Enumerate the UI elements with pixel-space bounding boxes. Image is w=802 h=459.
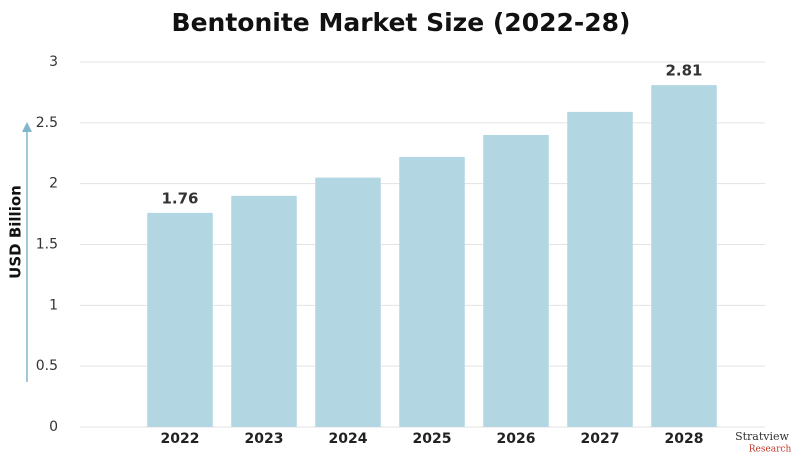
data-label: 2.81 bbox=[665, 62, 702, 80]
bar bbox=[399, 156, 465, 427]
chart-title: Bentonite Market Size (2022-28) bbox=[172, 8, 631, 37]
axis-arrowhead bbox=[22, 122, 32, 132]
bar bbox=[147, 212, 213, 427]
y-tick-label: 1 bbox=[49, 297, 58, 313]
y-tick-label: 0.5 bbox=[36, 358, 58, 374]
x-tick-label: 2022 bbox=[161, 431, 200, 447]
data-label: 1.76 bbox=[161, 189, 198, 207]
x-tick-label: 2024 bbox=[329, 431, 368, 447]
y-tick-label: 2.5 bbox=[36, 115, 58, 131]
x-tick-label: 2026 bbox=[497, 431, 536, 447]
bar bbox=[483, 135, 549, 427]
x-tick-label: 2023 bbox=[245, 431, 284, 447]
bar bbox=[567, 111, 633, 427]
y-tick-label: 1.5 bbox=[36, 237, 58, 253]
bar bbox=[231, 195, 297, 427]
bar bbox=[651, 85, 717, 427]
x-tick-label: 2028 bbox=[665, 431, 704, 447]
y-tick-label: 3 bbox=[49, 54, 58, 70]
y-tick-label: 2 bbox=[49, 176, 58, 192]
logo-sub: Research bbox=[749, 445, 792, 455]
y-axis-label: USD Billion bbox=[7, 185, 25, 279]
x-tick-label: 2025 bbox=[413, 431, 452, 447]
logo-name: Stratview bbox=[735, 430, 789, 443]
y-tick-label: 0 bbox=[49, 419, 58, 435]
bar bbox=[315, 177, 381, 427]
x-tick-label: 2027 bbox=[581, 431, 620, 447]
